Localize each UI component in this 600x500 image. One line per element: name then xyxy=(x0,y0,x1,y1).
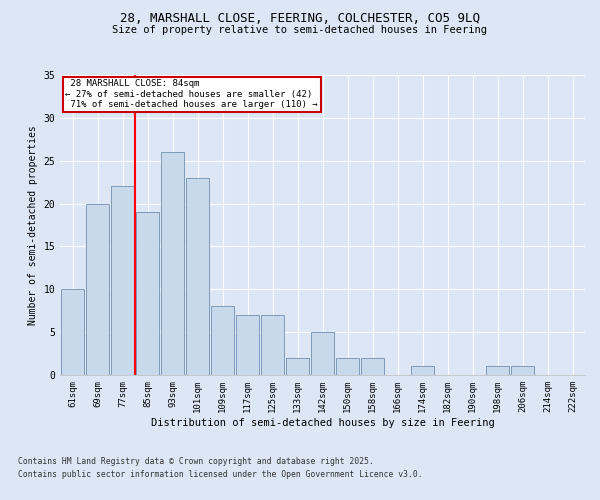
Bar xyxy=(485,366,509,375)
X-axis label: Distribution of semi-detached houses by size in Feering: Distribution of semi-detached houses by … xyxy=(151,418,494,428)
Text: Contains public sector information licensed under the Open Government Licence v3: Contains public sector information licen… xyxy=(18,470,422,479)
Bar xyxy=(161,152,184,375)
Bar xyxy=(61,290,85,375)
Bar xyxy=(410,366,434,375)
Bar xyxy=(86,204,109,375)
Bar xyxy=(236,315,259,375)
Text: Size of property relative to semi-detached houses in Feering: Size of property relative to semi-detach… xyxy=(113,25,487,35)
Y-axis label: Number of semi-detached properties: Number of semi-detached properties xyxy=(28,125,38,325)
Bar xyxy=(136,212,160,375)
Text: 28 MARSHALL CLOSE: 84sqm
← 27% of semi-detached houses are smaller (42)
 71% of : 28 MARSHALL CLOSE: 84sqm ← 27% of semi-d… xyxy=(65,80,318,110)
Bar xyxy=(286,358,310,375)
Bar xyxy=(260,315,284,375)
Text: 28, MARSHALL CLOSE, FEERING, COLCHESTER, CO5 9LQ: 28, MARSHALL CLOSE, FEERING, COLCHESTER,… xyxy=(120,12,480,26)
Text: Contains HM Land Registry data © Crown copyright and database right 2025.: Contains HM Land Registry data © Crown c… xyxy=(18,458,374,466)
Bar xyxy=(361,358,385,375)
Bar xyxy=(511,366,535,375)
Bar xyxy=(311,332,334,375)
Bar xyxy=(211,306,235,375)
Bar xyxy=(335,358,359,375)
Bar xyxy=(110,186,134,375)
Bar xyxy=(185,178,209,375)
